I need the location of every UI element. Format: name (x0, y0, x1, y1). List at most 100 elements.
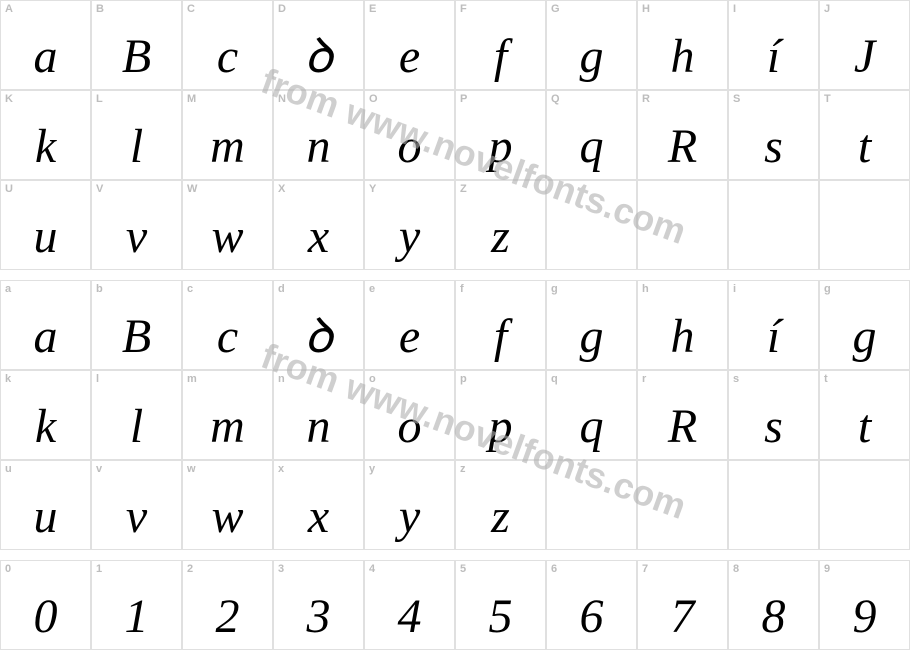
glyph-cell-label: 8 (733, 563, 739, 575)
glyph-cell-label: X (278, 183, 285, 195)
glyph-cell: Qq (546, 90, 637, 180)
glyph-row: UuVvWwXxYyZz (0, 180, 911, 270)
glyph-cell-glyph: x (274, 493, 363, 541)
glyph-cell-glyph: 9 (820, 593, 909, 641)
glyph-cell: Hh (637, 0, 728, 90)
glyph-cell-glyph: ꝺ (274, 313, 363, 361)
glyph-cell-glyph: p (456, 403, 545, 451)
glyph-cell-label: 9 (824, 563, 830, 575)
glyph-cell-label: a (5, 283, 11, 295)
glyph-cell-label: z (460, 463, 466, 475)
glyph-cell: Vv (91, 180, 182, 270)
glyph-cell: Uu (0, 180, 91, 270)
glyph-cell-label: u (5, 463, 12, 475)
glyph-cell: 99 (819, 560, 910, 650)
glyph-row: KkLlMmNnOoPpQqRRSsTt (0, 90, 911, 180)
glyph-cell: Pp (455, 90, 546, 180)
glyph-cell-glyph: q (547, 123, 636, 171)
glyph-cell: 11 (91, 560, 182, 650)
glyph-cell: Tt (819, 90, 910, 180)
glyph-cell-glyph: g (547, 33, 636, 81)
glyph-cell-label: R (642, 93, 650, 105)
glyph-cell: nn (273, 370, 364, 460)
glyph-cell: ss (728, 370, 819, 460)
glyph-cell-label: H (642, 3, 650, 15)
glyph-cell: 00 (0, 560, 91, 650)
glyph-cell-label: w (187, 463, 196, 475)
glyph-cell: bB (91, 280, 182, 370)
glyph-cell: Ss (728, 90, 819, 180)
glyph-row: aabBccdꝺeeffgghhiígg (0, 280, 911, 370)
glyph-cell (819, 180, 910, 270)
glyph-cell-glyph: v (92, 213, 181, 261)
glyph-cell: gg (819, 280, 910, 370)
glyph-cell-label: c (187, 283, 193, 295)
glyph-cell-glyph: s (729, 123, 818, 171)
glyph-cell: Nn (273, 90, 364, 180)
glyph-cell-glyph: c (183, 33, 272, 81)
glyph-cell: 44 (364, 560, 455, 650)
glyph-cell-glyph: í (729, 33, 818, 81)
glyph-cell-label: K (5, 93, 13, 105)
glyph-cell-label: v (96, 463, 102, 475)
glyph-cell: Mm (182, 90, 273, 180)
glyph-cell-label: 0 (5, 563, 11, 575)
glyph-cell-glyph: f (456, 313, 545, 361)
glyph-cell-label: E (369, 3, 376, 15)
glyph-cell-label: 2 (187, 563, 193, 575)
glyph-cell-glyph: u (1, 213, 90, 261)
glyph-cell-glyph: J (820, 33, 909, 81)
glyph-cell-glyph: e (365, 33, 454, 81)
glyph-cell: 77 (637, 560, 728, 650)
glyph-cell-label: g (551, 283, 558, 295)
glyph-cell-label: O (369, 93, 378, 105)
glyph-cell-glyph: w (183, 213, 272, 261)
glyph-cell-glyph: 2 (183, 593, 272, 641)
glyph-cell-glyph: 3 (274, 593, 363, 641)
glyph-cell-glyph: x (274, 213, 363, 261)
glyph-cell: Kk (0, 90, 91, 180)
glyph-cell: ff (455, 280, 546, 370)
glyph-cell: ií (728, 280, 819, 370)
glyph-cell-glyph: c (183, 313, 272, 361)
glyph-cell-glyph: í (729, 313, 818, 361)
glyph-cell-label: M (187, 93, 196, 105)
glyph-cell-glyph: o (365, 123, 454, 171)
glyph-cell-label: Q (551, 93, 560, 105)
glyph-cell-label: k (5, 373, 11, 385)
glyph-cell-label: B (96, 3, 104, 15)
glyph-cell: Cc (182, 0, 273, 90)
glyph-cell-label: L (96, 93, 103, 105)
glyph-cell: Aa (0, 0, 91, 90)
glyph-cell: uu (0, 460, 91, 550)
section-lowercase: aabBccdꝺeeffgghhiíggkkllmmnnooppqqrRsstt… (0, 280, 911, 550)
glyph-cell: Ee (364, 0, 455, 90)
glyph-cell: xx (273, 460, 364, 550)
glyph-cell: Ww (182, 180, 273, 270)
glyph-cell-label: f (460, 283, 464, 295)
section-gap (0, 550, 911, 560)
glyph-cell: Yy (364, 180, 455, 270)
glyph-cell-label: r (642, 373, 646, 385)
glyph-cell-glyph: 1 (92, 593, 181, 641)
glyph-cell-label: 6 (551, 563, 557, 575)
glyph-cell-glyph: z (456, 213, 545, 261)
glyph-cell-glyph: n (274, 403, 363, 451)
glyph-cell-glyph: 7 (638, 593, 727, 641)
glyph-cell-glyph: B (92, 33, 181, 81)
glyph-cell-glyph: k (1, 403, 90, 451)
glyph-cell-glyph: w (183, 493, 272, 541)
glyph-cell: gg (546, 280, 637, 370)
glyph-cell-label: 4 (369, 563, 375, 575)
glyph-cell: hh (637, 280, 728, 370)
glyph-cell-glyph: y (365, 493, 454, 541)
glyph-cell: dꝺ (273, 280, 364, 370)
glyph-cell (546, 180, 637, 270)
glyph-cell-glyph: m (183, 123, 272, 171)
glyph-cell-label: I (733, 3, 736, 15)
glyph-cell: 66 (546, 560, 637, 650)
glyph-cell-glyph: h (638, 33, 727, 81)
glyph-cell-label: l (96, 373, 99, 385)
glyph-cell-label: P (460, 93, 467, 105)
glyph-cell-label: D (278, 3, 286, 15)
